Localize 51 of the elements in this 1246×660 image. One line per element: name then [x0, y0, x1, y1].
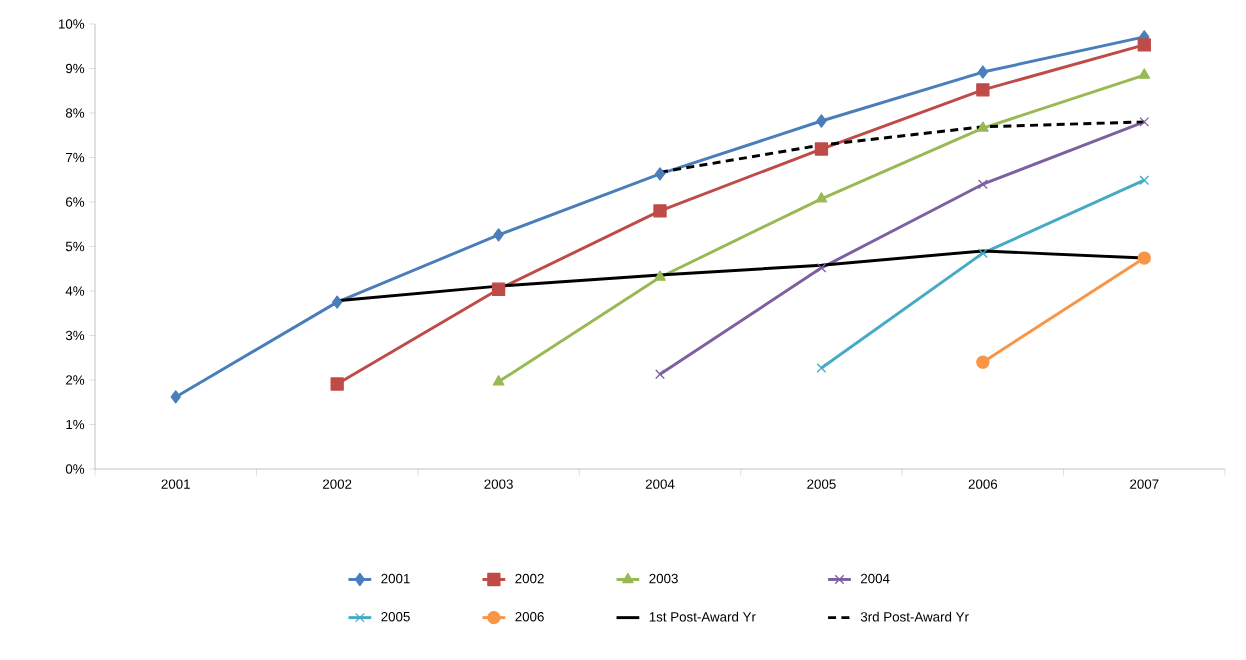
- point: [493, 228, 504, 242]
- y-tick-label: 1%: [66, 419, 85, 430]
- y-tick-label: 4%: [65, 286, 85, 296]
- point: [977, 248, 988, 259]
- point: [331, 295, 343, 309]
- y-tick-label: 6%: [66, 197, 85, 207]
- legend-label: 2006: [515, 611, 544, 622]
- point: [492, 375, 505, 386]
- x-tick-label: 2002: [322, 479, 352, 489]
- legend-label: 3rd Post-Award Yr: [860, 611, 969, 622]
- y-tick-label: 5%: [65, 241, 85, 252]
- x-tick-label: 2006: [968, 479, 998, 489]
- legend-label: 2001: [381, 573, 410, 584]
- x-tick-label: 2007: [1130, 479, 1159, 489]
- point: [1139, 175, 1150, 186]
- y-tick-label: 8%: [65, 108, 85, 118]
- point: [977, 65, 989, 79]
- point: [655, 369, 665, 380]
- point: [1138, 68, 1151, 79]
- point: [1139, 116, 1150, 127]
- y-tick-label: 7%: [66, 152, 85, 163]
- legend-label: 2003: [649, 573, 678, 584]
- point: [330, 377, 344, 391]
- y-tick-label: 3%: [65, 330, 85, 341]
- x-tick-label: 2003: [484, 479, 513, 489]
- y-tick-label: 0%: [65, 464, 85, 474]
- legend-label: 1st Post-Award Yr: [649, 611, 756, 622]
- point: [976, 83, 990, 97]
- point: [976, 355, 990, 369]
- point: [170, 390, 181, 404]
- point: [491, 282, 506, 296]
- y-tick-label: 2%: [66, 375, 85, 385]
- point: [1137, 38, 1151, 52]
- legend-label: 2004: [860, 573, 890, 584]
- point: [814, 142, 829, 156]
- legend-label: 2005: [381, 611, 410, 622]
- x-tick-label: 2001: [161, 479, 190, 489]
- point: [1137, 251, 1151, 265]
- point: [977, 179, 988, 190]
- point: [816, 363, 827, 373]
- y-tick-label: 10%: [58, 19, 85, 29]
- legend-label: 2002: [515, 573, 544, 584]
- y-tick-label: 9%: [65, 63, 85, 74]
- x-tick-label: 2004: [645, 479, 675, 489]
- point: [653, 204, 667, 218]
- point: [815, 192, 828, 203]
- point: [654, 270, 666, 281]
- point: [654, 167, 666, 181]
- x-tick-label: 2005: [807, 479, 836, 489]
- point: [816, 114, 827, 128]
- point: [816, 262, 827, 273]
